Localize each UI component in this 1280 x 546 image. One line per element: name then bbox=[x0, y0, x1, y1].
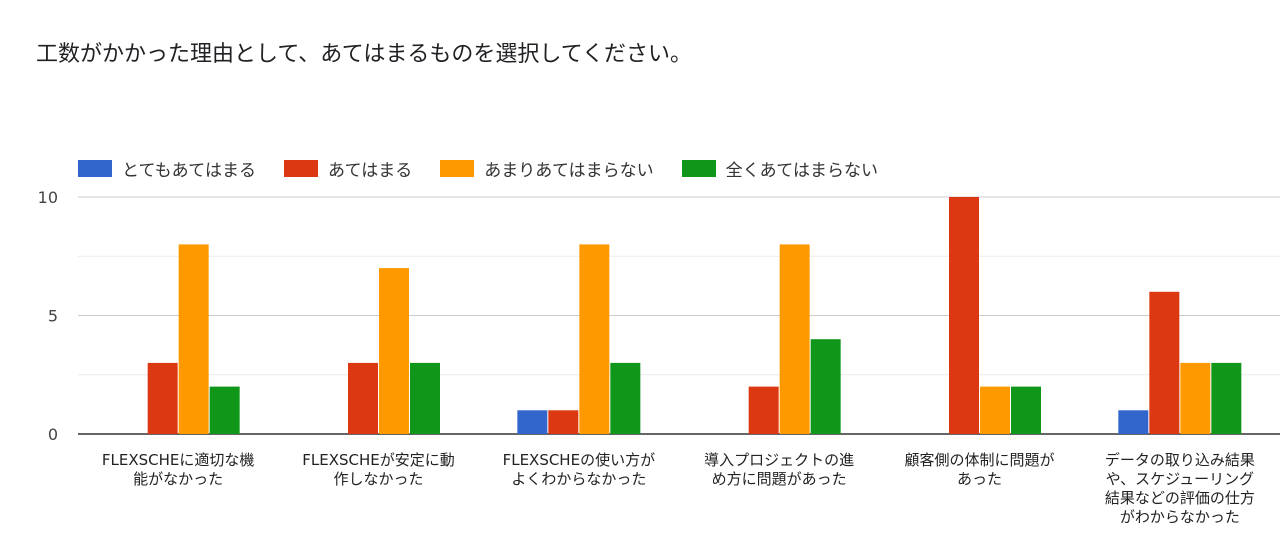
bar bbox=[579, 244, 610, 434]
x-tick-label-line: め方に問題があった bbox=[711, 470, 847, 488]
x-tick-label: 導入プロジェクトの進 め方に問題があった bbox=[689, 451, 869, 489]
bar bbox=[810, 339, 841, 434]
legend-item-not-very-applicable[interactable]: あまりあてはまらない bbox=[440, 156, 654, 181]
bar bbox=[1149, 291, 1180, 434]
x-tick-label: FLEXSCHEの使い方が よくわからなかった bbox=[489, 451, 669, 489]
x-tick-label-line: 能がなかった bbox=[133, 470, 224, 488]
legend-item-not-applicable-at-all[interactable]: 全くあてはまらない bbox=[681, 156, 878, 181]
x-tick-label-line: 作しなかった bbox=[333, 470, 424, 488]
bar bbox=[1011, 386, 1041, 434]
bar bbox=[147, 362, 178, 434]
x-tick-label-line: FLEXSCHEの使い方が bbox=[502, 451, 656, 469]
legend-swatch bbox=[440, 160, 475, 177]
x-tick-label: 顧客側の体制に問題が あった bbox=[890, 451, 1070, 489]
legend-item-applicable[interactable]: あてはまる bbox=[283, 156, 413, 181]
legend-label: とてもあてはまる bbox=[122, 161, 256, 181]
y-tick-label: 5 bbox=[48, 307, 58, 326]
bar bbox=[517, 410, 548, 434]
bar bbox=[548, 410, 579, 434]
bar bbox=[980, 386, 1010, 434]
x-tick-label: FLEXSCHEに適切な機 能がなかった bbox=[88, 451, 268, 489]
x-tick-label-line: 顧客側の体制に問題が bbox=[904, 451, 1055, 469]
y-tick-label: 10 bbox=[38, 188, 58, 207]
x-tick-label-line: よくわからなかった bbox=[511, 470, 647, 488]
legend-swatch bbox=[681, 160, 716, 177]
x-tick-label: データの取り込み結果 や、スケジューリング 結果などの評価の仕方 がわからなかった bbox=[1090, 451, 1270, 527]
bar bbox=[610, 362, 641, 434]
legend-swatch bbox=[283, 160, 318, 177]
legend-swatch bbox=[78, 160, 112, 177]
bar bbox=[1211, 362, 1242, 434]
legend-item-very-applicable[interactable]: とてもあてはまる bbox=[78, 156, 256, 181]
legend-label: あてはまる bbox=[327, 161, 413, 181]
bar bbox=[348, 362, 378, 434]
bar bbox=[1180, 362, 1211, 434]
bar bbox=[949, 197, 979, 434]
legend-label: あまりあてはまらない bbox=[484, 161, 654, 181]
x-tick-label-line: FLEXSCHEに適切な機 bbox=[101, 451, 255, 469]
bar bbox=[1118, 410, 1149, 434]
x-tick-label-line: や、スケジューリング bbox=[1105, 470, 1255, 488]
x-tick-label-line: 導入プロジェクトの進 bbox=[704, 451, 855, 469]
chart-legend: とてもあてはまる あてはまる あまりあてはまらない 全くあてはまらない bbox=[78, 156, 906, 181]
x-tick-label-line: FLEXSCHEが安定に動 bbox=[302, 451, 455, 469]
bar bbox=[178, 244, 209, 434]
x-tick-label-line: あった bbox=[956, 470, 1002, 488]
bar bbox=[209, 386, 240, 434]
x-tick-label-line: 結果などの評価の仕方 bbox=[1104, 489, 1255, 507]
bar bbox=[410, 362, 440, 434]
legend-label: 全くあてはまらない bbox=[725, 161, 878, 181]
bar bbox=[779, 244, 810, 434]
bar bbox=[748, 386, 779, 434]
chart-title: 工数がかかった理由として、あてはまるものを選択してください。 bbox=[36, 42, 693, 67]
bar bbox=[379, 268, 409, 434]
x-tick-label-line: がわからなかった bbox=[1119, 508, 1240, 526]
y-tick-label: 0 bbox=[48, 425, 58, 444]
x-tick-label: FLEXSCHEが安定に動 作しなかった bbox=[289, 451, 469, 489]
x-tick-label-line: データの取り込み結果 bbox=[1104, 451, 1255, 469]
